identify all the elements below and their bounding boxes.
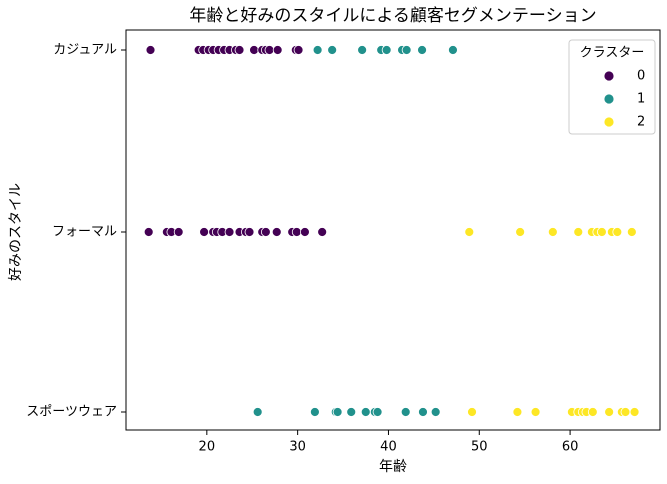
point <box>530 407 541 417</box>
x-axis-label: 年齢 <box>379 459 407 475</box>
legend-label: 1 <box>637 92 645 107</box>
point <box>357 45 368 55</box>
legend-box <box>568 39 656 135</box>
point <box>244 227 255 237</box>
point <box>418 407 428 417</box>
point <box>400 407 411 417</box>
point <box>381 45 392 55</box>
legend-label: 0 <box>637 69 645 84</box>
point <box>332 407 343 417</box>
point <box>271 227 282 237</box>
x-tick-label: 40 <box>380 440 397 455</box>
x-tick-label: 50 <box>471 440 488 455</box>
point <box>360 407 371 417</box>
point <box>234 45 245 55</box>
point <box>252 407 263 417</box>
point <box>272 45 283 55</box>
point <box>291 227 302 237</box>
point <box>199 227 210 237</box>
point <box>596 227 607 237</box>
point <box>300 227 310 237</box>
point <box>317 227 328 237</box>
plot-frame <box>125 29 661 431</box>
legend-label: 2 <box>637 115 645 130</box>
x-tick-label: 20 <box>199 440 216 455</box>
point <box>604 407 615 417</box>
legend-marker <box>603 93 615 105</box>
legend-marker <box>603 70 615 82</box>
point <box>430 407 441 417</box>
point <box>372 407 383 417</box>
point <box>629 407 640 417</box>
point <box>512 407 523 417</box>
y-tick-label: フォーマル <box>52 225 117 240</box>
x-tick-label: 60 <box>562 440 579 455</box>
point <box>264 45 275 55</box>
legend-title: クラスター <box>580 46 645 61</box>
point <box>293 45 304 55</box>
y-tick-label: スポーツウェア <box>26 405 117 420</box>
point <box>401 45 412 55</box>
point <box>620 407 631 417</box>
x-tick-label: 30 <box>289 440 306 455</box>
point <box>309 407 320 417</box>
point <box>224 227 235 237</box>
point <box>417 45 427 55</box>
point <box>626 227 637 237</box>
point <box>346 407 357 417</box>
legend-marker <box>603 116 615 128</box>
point <box>260 227 271 237</box>
point <box>327 45 338 55</box>
point <box>467 407 477 417</box>
point <box>612 227 623 237</box>
chart-title: 年齢と好みのスタイルによる顧客セグメンテーション <box>189 6 596 26</box>
y-tick-label: カジュアル <box>53 43 117 58</box>
point <box>573 227 584 237</box>
point <box>145 45 156 55</box>
point <box>515 227 526 237</box>
point <box>249 45 259 55</box>
point <box>448 45 458 55</box>
point <box>587 407 598 417</box>
point <box>312 45 323 55</box>
y-axis-label: 好みのスタイル <box>8 183 24 281</box>
point <box>464 227 475 237</box>
point <box>143 227 154 237</box>
point <box>547 227 558 237</box>
point <box>173 227 184 237</box>
